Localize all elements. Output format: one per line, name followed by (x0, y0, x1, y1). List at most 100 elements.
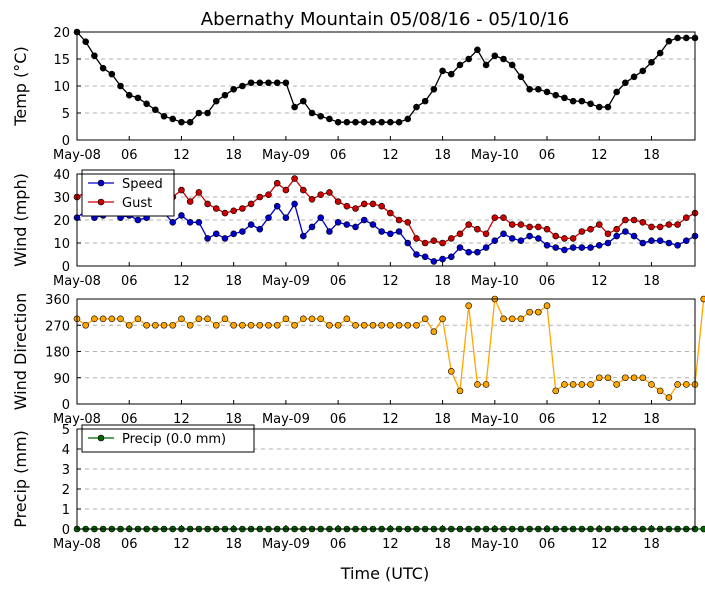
y-tick-label: 90 (53, 372, 70, 387)
data-point (239, 205, 246, 212)
data-point (569, 235, 577, 242)
x-tick-label: 12 (173, 274, 190, 289)
data-point (630, 232, 638, 240)
data-point (308, 223, 316, 231)
data-point (265, 79, 272, 87)
data-point (474, 381, 481, 388)
data-point (352, 118, 359, 126)
data-point (265, 321, 272, 329)
data-point (587, 244, 594, 251)
data-point (99, 315, 107, 323)
x-tick-label: 06 (121, 274, 138, 289)
data-point (535, 308, 542, 316)
data-point (230, 207, 237, 215)
data-point (247, 221, 255, 228)
data-point (543, 242, 551, 249)
data-point (630, 374, 638, 382)
x-tick-label: 06 (539, 537, 556, 552)
data-point (474, 248, 481, 256)
data-point (656, 49, 664, 57)
data-point (343, 202, 351, 210)
y-tick-label: 10 (53, 80, 70, 95)
data-point (326, 321, 333, 329)
x-tick-label: 06 (539, 412, 556, 427)
data-point (482, 230, 490, 238)
data-point (300, 232, 307, 240)
data-point (326, 115, 333, 123)
data-point (526, 308, 533, 316)
data-point (404, 239, 412, 247)
x-tick-label: 12 (382, 274, 399, 289)
x-tick-label: 12 (173, 148, 190, 163)
x-tick-label: 18 (643, 537, 660, 552)
data-point (230, 230, 237, 238)
data-point (125, 91, 133, 99)
data-point (526, 223, 533, 231)
data-point (682, 214, 690, 221)
x-tick-label: May-09 (262, 537, 310, 552)
data-point (447, 235, 455, 242)
data-point (99, 64, 107, 72)
data-point (622, 228, 629, 235)
data-point (352, 321, 359, 329)
data-point (500, 55, 507, 63)
data-point (273, 321, 281, 329)
y-tick-label: 4 (62, 443, 70, 458)
data-point (595, 103, 603, 111)
data-point (360, 216, 368, 224)
data-point (282, 214, 290, 221)
y-tick-label: 0 (62, 398, 70, 413)
data-point (500, 315, 507, 323)
x-tick-label: 06 (330, 148, 347, 163)
data-point (247, 321, 255, 329)
legend-marker (97, 179, 105, 187)
data-point (700, 525, 705, 533)
data-point (117, 82, 124, 90)
x-tick-label: 18 (225, 537, 242, 552)
data-point (578, 244, 586, 251)
data-point (300, 315, 307, 323)
data-point (595, 242, 603, 249)
data-point (648, 237, 655, 244)
data-point (352, 205, 359, 212)
data-point (404, 219, 412, 226)
data-point (578, 97, 586, 105)
data-point (639, 239, 647, 247)
x-tick-label: May-10 (471, 412, 519, 427)
data-point (308, 315, 316, 323)
data-point (552, 91, 560, 99)
data-point (334, 321, 342, 329)
x-tick-label: 06 (539, 274, 556, 289)
data-point (125, 321, 133, 329)
data-point (526, 232, 533, 240)
data-point (212, 230, 220, 238)
x-tick-label: 18 (225, 412, 242, 427)
data-point (569, 97, 577, 105)
data-point (491, 237, 499, 244)
data-point (291, 200, 298, 208)
data-point (387, 321, 394, 329)
data-point (360, 200, 368, 208)
y-tick-label: 0 (62, 134, 70, 149)
x-tick-label: 12 (173, 412, 190, 427)
data-point (152, 321, 159, 329)
data-point (421, 253, 429, 261)
plot-frame-p1 (76, 173, 696, 267)
x-tick-label: May-08 (53, 537, 101, 552)
data-point (456, 230, 464, 238)
data-point (256, 79, 264, 87)
x-tick-label: May-09 (262, 412, 310, 427)
data-point (595, 221, 603, 228)
legend-label: Speed (122, 177, 163, 192)
data-point (117, 315, 124, 323)
data-point (456, 244, 464, 251)
data-point (430, 237, 438, 244)
x-tick-label: May-10 (471, 274, 519, 289)
data-point (543, 225, 551, 233)
data-point (674, 381, 681, 388)
data-point (439, 255, 446, 263)
data-point (535, 235, 542, 242)
data-point (413, 103, 420, 111)
legend-label: Gust (122, 196, 152, 211)
